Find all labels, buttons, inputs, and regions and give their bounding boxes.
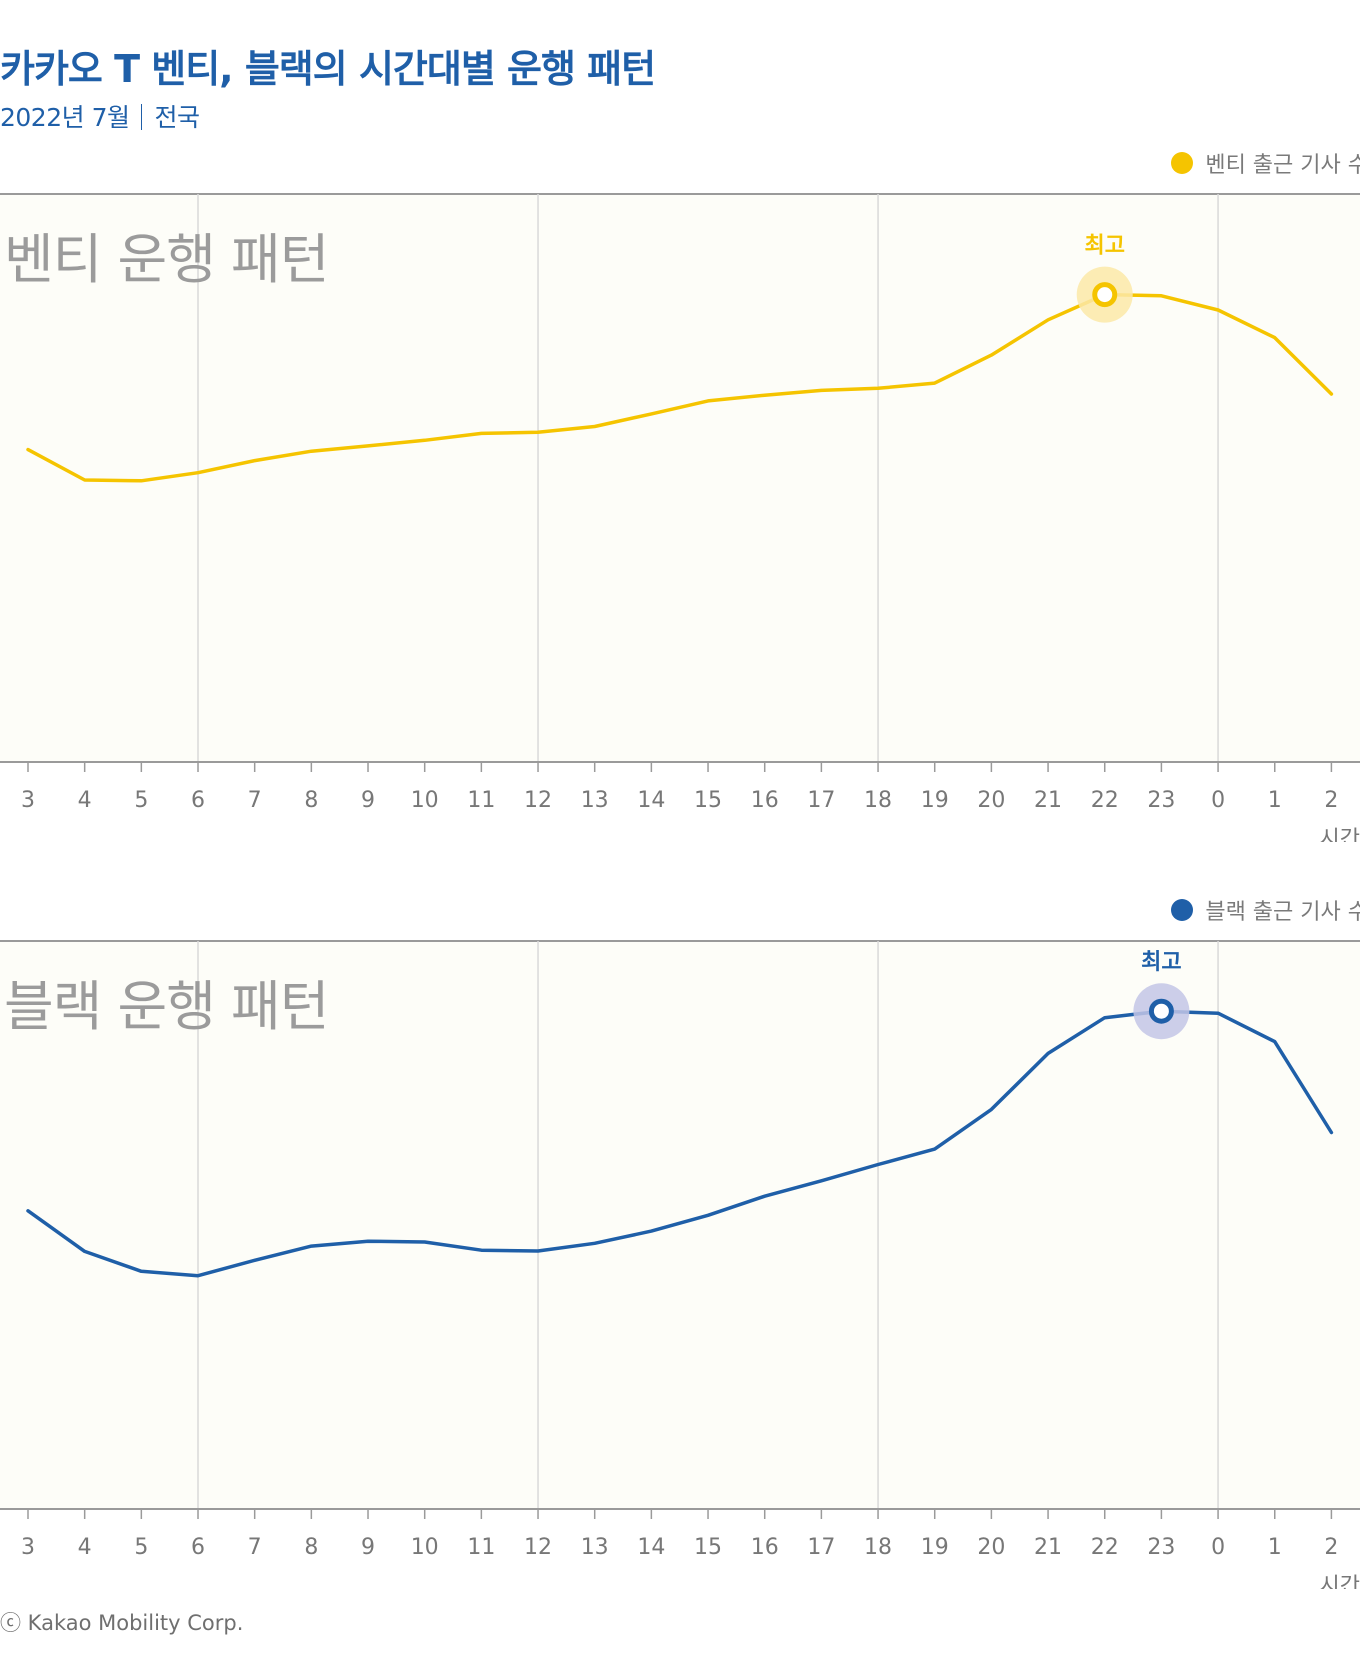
legend-black: 블랙 출근 기사 수 — [1171, 894, 1360, 926]
venti-chart: 벤티 운행 패턴 3 4 5 6 7 8 9 10 11 12 13 14 15 16 17 18 19 20 21 2… — [0, 192, 1360, 842]
legend-venti-label: 벤티 출근 기사 수 — [1205, 153, 1360, 178]
venti-tick-label-3: 6 — [191, 788, 205, 813]
black-xlabel: 시간 — [1320, 1574, 1360, 1589]
black-tick-label-0: 3 — [21, 1535, 35, 1560]
venti-tick-label-18: 21 — [1034, 788, 1062, 813]
black-tick-label-18: 21 — [1034, 1535, 1062, 1560]
venti-tick-label-10: 13 — [581, 788, 609, 813]
black-chart-svg: 블랙 운행 패턴3 4 5 6 7 8 9 10 11 12 13 14 15 16 17 18 19 20 21 2… — [0, 940, 1360, 1589]
venti-plot-background — [0, 194, 1360, 762]
black-tick-label-13: 16 — [751, 1535, 779, 1560]
black-plot-background — [0, 941, 1360, 1509]
venti-tick-label-21: 0 — [1211, 788, 1225, 813]
venti-tick-label-23: 2 — [1324, 788, 1338, 813]
venti-tick-label-1: 4 — [78, 788, 92, 813]
subtitle-region: 전국 — [154, 103, 200, 132]
black-tick-label-14: 17 — [807, 1535, 835, 1560]
black-tick-label-19: 22 — [1091, 1535, 1119, 1560]
black-tick-label-17: 20 — [977, 1535, 1005, 1560]
black-tick-label-22: 1 — [1268, 1535, 1282, 1560]
chart-title: 카카오 T 벤티, 블랙의 시간대별 운행 패턴 — [0, 47, 656, 91]
legend-black-swatch — [1171, 899, 1194, 921]
black-series-line — [26, 1009, 1334, 1278]
venti-tick-label-11: 14 — [637, 788, 665, 813]
black-tick-label-3: 6 — [191, 1535, 205, 1560]
black-panel-label: 블랙 운행 패턴 — [4, 975, 328, 1038]
venti-peak-marker — [1092, 282, 1118, 308]
black-tick-label-5: 8 — [304, 1535, 318, 1560]
venti-tick-label-15: 18 — [864, 788, 892, 813]
venti-tick-label-8: 11 — [467, 788, 495, 813]
venti-tick-label-7: 10 — [411, 788, 439, 813]
legend-black-label: 블랙 출근 기사 수 — [1205, 900, 1360, 925]
venti-panel-label: 벤티 운행 패턴 — [4, 228, 328, 291]
black-tick-label-11: 14 — [637, 1535, 665, 1560]
black-chart: 블랙 운행 패턴 3 4 5 6 7 8 9 10 11 12 13 14 15 16 17 18 19 20 21 2… — [0, 939, 1360, 1589]
black-tick-label-15: 18 — [864, 1535, 892, 1560]
venti-tick-label-4: 7 — [248, 788, 262, 813]
venti-tick-label-5: 8 — [304, 788, 318, 813]
subtitle-date: 2022년 7월 — [0, 103, 130, 132]
venti-tick-label-6: 9 — [361, 788, 375, 813]
chart-subtitle: 2022년 7월 전국 — [0, 98, 200, 134]
black-tick-label-1: 4 — [78, 1535, 92, 1560]
venti-tick-label-9: 12 — [524, 788, 552, 813]
black-tick-label-16: 19 — [921, 1535, 949, 1560]
black-tick-label-10: 13 — [581, 1535, 609, 1560]
black-tick-label-2: 5 — [134, 1535, 148, 1560]
black-tick-label-6: 9 — [361, 1535, 375, 1560]
venti-chart-svg: 벤티 운행 패턴3 4 5 6 7 8 9 10 11 12 13 14 15 16 17 18 19 20 21 2… — [0, 193, 1360, 842]
venti-tick-label-19: 22 — [1091, 788, 1119, 813]
black-tick-label-23: 2 — [1324, 1535, 1338, 1560]
black-tick-label-9: 12 — [524, 1535, 552, 1560]
venti-tick-label-13: 16 — [751, 788, 779, 813]
venti-tick-label-0: 3 — [21, 788, 35, 813]
black-tick-label-12: 15 — [694, 1535, 722, 1560]
venti-tick-label-20: 23 — [1147, 788, 1175, 813]
black-peak-marker — [1148, 998, 1174, 1024]
venti-tick-label-17: 20 — [977, 788, 1005, 813]
venti-tick-label-22: 1 — [1268, 788, 1282, 813]
venti-tick-label-12: 15 — [694, 788, 722, 813]
venti-tick-label-14: 17 — [807, 788, 835, 813]
copyright-footer: ⓒ Kakao Mobility Corp. — [0, 1611, 244, 1635]
black-tick-label-4: 7 — [248, 1535, 262, 1560]
black-peak-label: 최고 — [1141, 950, 1181, 975]
venti-xlabel: 시간 — [1320, 827, 1360, 842]
venti-tick-label-2: 5 — [134, 788, 148, 813]
black-tick-label-20: 23 — [1147, 1535, 1175, 1560]
venti-peak-label: 최고 — [1084, 234, 1124, 259]
black-tick-label-7: 10 — [411, 1535, 439, 1560]
black-tick-label-21: 0 — [1211, 1535, 1225, 1560]
legend-venti: 벤티 출근 기사 수 — [1171, 147, 1360, 179]
subtitle-separator — [141, 104, 143, 130]
venti-tick-label-16: 19 — [921, 788, 949, 813]
black-tick-label-8: 11 — [467, 1535, 495, 1560]
legend-venti-swatch — [1171, 152, 1194, 174]
